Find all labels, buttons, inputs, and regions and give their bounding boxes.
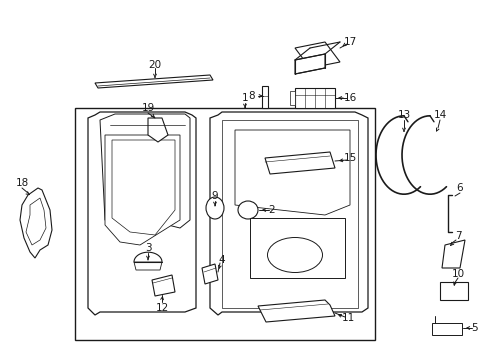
Text: 6: 6 <box>456 183 462 193</box>
Polygon shape <box>202 264 218 284</box>
Polygon shape <box>264 152 334 174</box>
Polygon shape <box>235 130 349 215</box>
Text: 2: 2 <box>268 205 275 215</box>
Text: 8: 8 <box>248 91 255 101</box>
Polygon shape <box>262 86 267 108</box>
Text: 10: 10 <box>450 269 464 279</box>
Text: 16: 16 <box>343 93 356 103</box>
Ellipse shape <box>267 238 322 273</box>
Polygon shape <box>441 240 464 268</box>
Polygon shape <box>134 262 162 270</box>
Text: 11: 11 <box>341 313 354 323</box>
Bar <box>75 108 374 340</box>
Text: 14: 14 <box>432 110 446 120</box>
Text: 9: 9 <box>211 191 218 201</box>
Polygon shape <box>249 218 345 278</box>
Polygon shape <box>222 120 357 308</box>
Polygon shape <box>258 300 334 322</box>
Polygon shape <box>152 275 175 296</box>
Text: 19: 19 <box>141 103 154 113</box>
Polygon shape <box>105 135 180 245</box>
Text: 18: 18 <box>15 178 29 188</box>
Text: 7: 7 <box>454 231 460 241</box>
Polygon shape <box>148 118 168 142</box>
Text: 17: 17 <box>343 37 356 47</box>
Text: 4: 4 <box>218 255 225 265</box>
Polygon shape <box>294 54 325 74</box>
Text: 12: 12 <box>155 303 168 313</box>
Polygon shape <box>26 198 46 245</box>
Polygon shape <box>100 114 190 240</box>
Text: 1: 1 <box>241 93 248 103</box>
Polygon shape <box>294 42 339 68</box>
Text: 5: 5 <box>471 323 477 333</box>
Ellipse shape <box>238 201 258 219</box>
Text: 15: 15 <box>343 153 356 163</box>
Text: 3: 3 <box>144 243 151 253</box>
Polygon shape <box>294 88 334 108</box>
Polygon shape <box>88 112 196 315</box>
Text: 13: 13 <box>397 110 410 120</box>
Polygon shape <box>431 323 461 335</box>
Polygon shape <box>209 112 367 315</box>
Polygon shape <box>20 188 52 258</box>
Polygon shape <box>289 91 294 105</box>
Polygon shape <box>95 75 213 88</box>
Text: 20: 20 <box>148 60 161 70</box>
Polygon shape <box>112 140 175 235</box>
Ellipse shape <box>205 197 224 219</box>
Polygon shape <box>439 282 467 300</box>
